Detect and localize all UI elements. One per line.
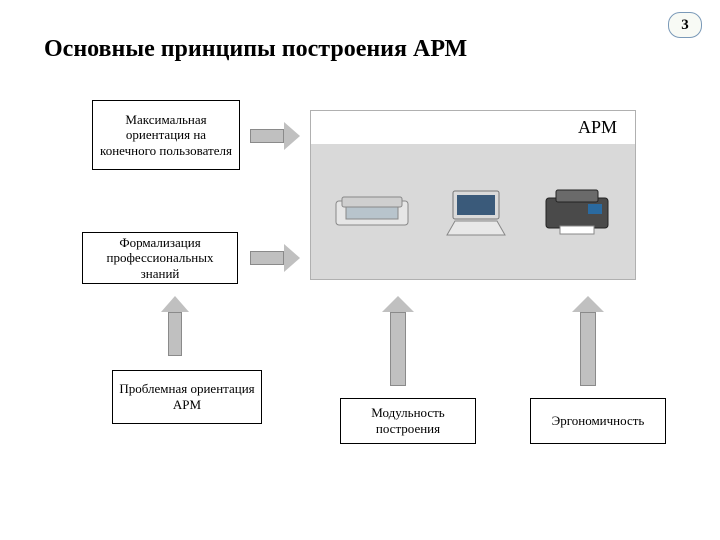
principle-label: Максимальная ориентация на конечного пол… xyxy=(97,112,235,159)
principle-label: Модульность построения xyxy=(345,405,471,436)
arrow-up-icon xyxy=(382,296,414,386)
arm-label: АРМ xyxy=(311,111,635,144)
printer-icon xyxy=(540,186,614,238)
principle-box-modularity: Модульность построения xyxy=(340,398,476,444)
principle-box-ergonomics: Эргономичность xyxy=(530,398,666,444)
principle-box-problem-orientation: Проблемная ориентация АРМ xyxy=(112,370,262,424)
principle-label: Формализация профессиональных знаний xyxy=(87,235,233,282)
principle-label: Проблемная ориентация АРМ xyxy=(117,381,257,412)
arrow-up-icon xyxy=(161,296,189,356)
arm-box: АРМ xyxy=(310,110,636,280)
page-title: Основные принципы построения АРМ xyxy=(44,36,467,63)
principle-label: Эргономичность xyxy=(552,413,645,429)
laptop-icon xyxy=(441,187,511,237)
arrow-right-icon xyxy=(250,244,300,272)
arm-devices-row xyxy=(311,144,635,279)
principle-box-max-orientation: Максимальная ориентация на конечного пол… xyxy=(92,100,240,170)
arrow-up-icon xyxy=(572,296,604,386)
page-number: 3 xyxy=(681,17,689,34)
scanner-icon xyxy=(332,191,412,233)
arrow-right-icon xyxy=(250,122,300,150)
principle-box-formalization: Формализация профессиональных знаний xyxy=(82,232,238,284)
page-number-badge: 3 xyxy=(668,12,702,38)
